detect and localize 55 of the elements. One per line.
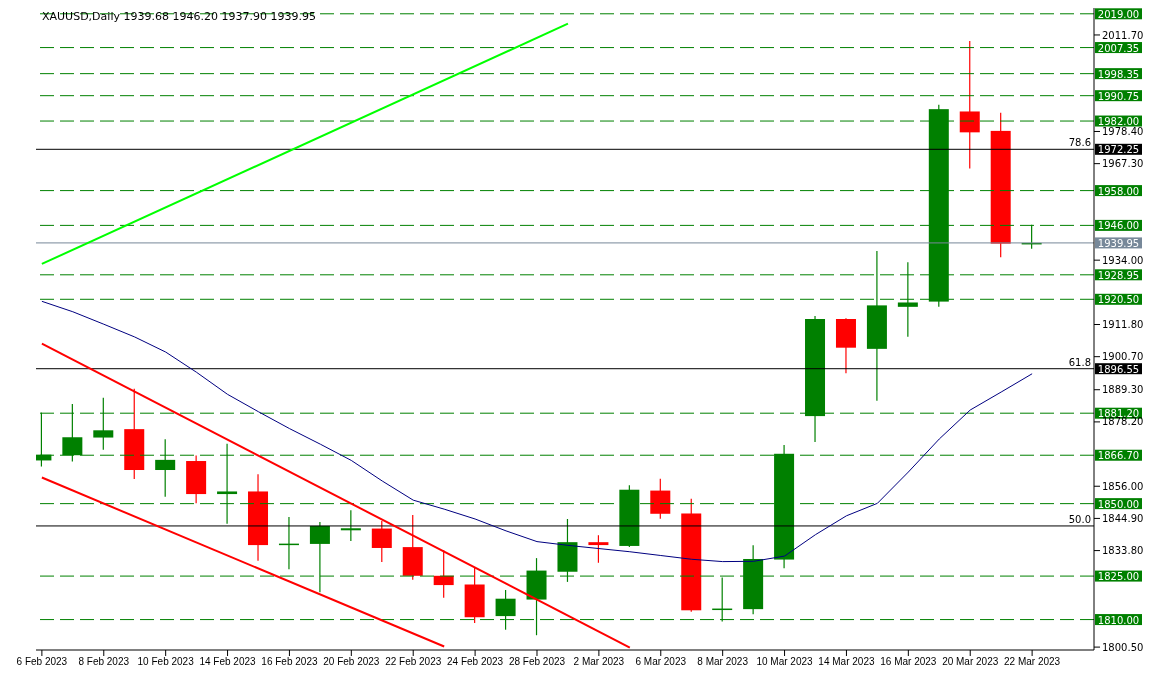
x-tick-label: 28 Feb 2023: [508, 656, 566, 668]
y-tick-label: 1967.30: [1102, 158, 1144, 170]
ref-line-label: 1825.00: [1097, 571, 1140, 583]
annotation: 50.0: [1068, 513, 1091, 525]
x-tick-label: 8 Feb 2023: [78, 656, 130, 668]
ref-line-label: 1866.70: [1097, 450, 1140, 462]
candlestick: [433, 549, 454, 599]
y-tick-label: 1911.80: [1102, 319, 1144, 331]
line-series: [41, 300, 1033, 563]
y-tick-label: 1800.50: [1102, 641, 1144, 653]
x-tick-label: 22 Feb 2023: [385, 656, 442, 668]
x-tick-label: 22 Mar 2023: [1004, 656, 1061, 668]
ref-line-label: 1810.00: [1097, 614, 1140, 626]
ref-line-label: 1896.55: [1097, 363, 1140, 375]
x-tick-label: 20 Mar 2023: [942, 656, 999, 668]
chart-title: XAUUSD,Daily 1939.68 1946.20 1937.90 1939.95: [42, 10, 316, 23]
ref-line-label: 1990.75: [1097, 90, 1140, 102]
y-tick-label: 1833.80: [1102, 545, 1144, 557]
ref-line-label: 1946.00: [1097, 220, 1140, 232]
x-tick-label: 8 Mar 2023: [697, 656, 749, 668]
x-tick-label: 16 Mar 2023: [880, 656, 937, 668]
ref-line-label: 1982.00: [1097, 116, 1140, 128]
ref-line-label: 1928.95: [1097, 269, 1140, 281]
ref-line-label: 1958.00: [1097, 185, 1140, 197]
y-tick-label: 1889.30: [1102, 384, 1144, 396]
y-tick-label: 2011.70: [1102, 29, 1144, 41]
ref-line-label: 1972.25: [1097, 144, 1140, 156]
candlestick: [340, 509, 361, 542]
y-tick-label: 1978.40: [1102, 126, 1144, 138]
x-tick-label: 2 Mar 2023: [573, 656, 625, 668]
ref-line-label: 1920.50: [1097, 294, 1140, 306]
y-tick-label: 1844.90: [1102, 512, 1144, 524]
annotation: 61.8: [1068, 356, 1091, 368]
ref-line-label: 1850.00: [1097, 498, 1140, 510]
x-tick-label: 24 Feb 2023: [447, 656, 504, 668]
annotation: 78.6: [1068, 137, 1091, 149]
ref-line-label: 2019.00: [1097, 8, 1140, 20]
ref-line-label: 1998.35: [1097, 68, 1140, 80]
x-tick-label: 10 Feb 2023: [137, 656, 195, 668]
candlestick: [371, 520, 392, 563]
x-tick-label: 20 Feb 2023: [323, 656, 380, 668]
y-tick-label: 1934.00: [1102, 254, 1144, 266]
candlestick: [588, 534, 609, 564]
x-tick-label: 6 Mar 2023: [635, 656, 687, 668]
y-tick-label: 1856.00: [1102, 480, 1144, 492]
x-tick-label: 14 Feb 2023: [199, 656, 257, 668]
y-tick-label: 1900.70: [1102, 351, 1144, 363]
candlestick: [959, 40, 980, 170]
candlestick: [650, 478, 671, 520]
x-tick-label: 10 Mar 2023: [756, 656, 814, 668]
x-tick-label: 14 Mar 2023: [818, 656, 875, 668]
x-tick-label: 16 Feb 2023: [261, 656, 318, 668]
ref-line-label: 2007.35: [1097, 42, 1140, 54]
x-tick-label: 6 Feb 2023: [16, 656, 68, 668]
ref-line-label: 1939.95: [1097, 237, 1140, 249]
